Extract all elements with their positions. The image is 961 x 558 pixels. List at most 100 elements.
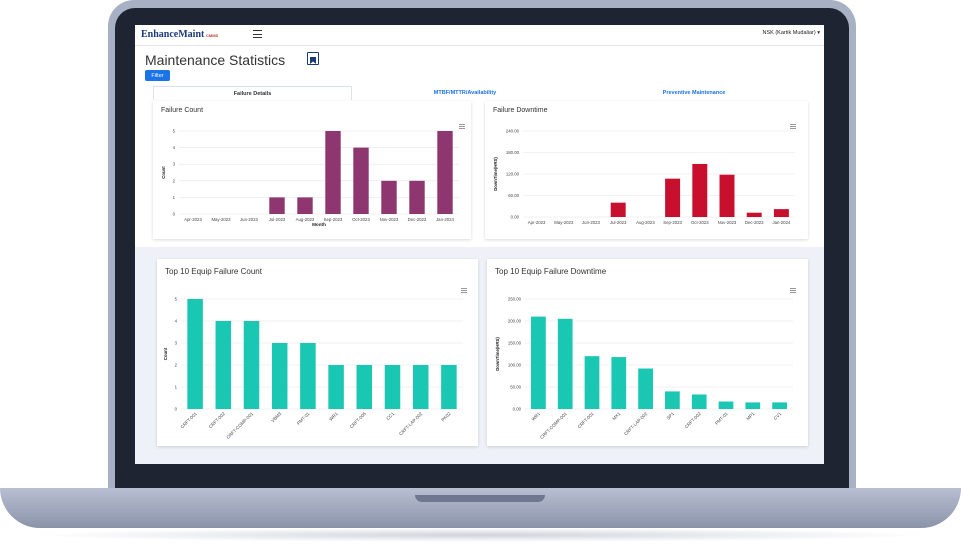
y-tick-label: 200.00 bbox=[508, 319, 522, 324]
x-tick-label: Dec-2023 bbox=[745, 220, 764, 225]
x-tick-label: Sep-2023 bbox=[324, 217, 343, 222]
bar bbox=[441, 365, 457, 409]
chart-menu-icon[interactable] bbox=[459, 124, 465, 129]
y-tick-label: 0 bbox=[175, 407, 178, 412]
bar bbox=[328, 365, 344, 409]
bar bbox=[356, 365, 373, 409]
bar bbox=[718, 401, 734, 409]
tabs-bar: Failure Details MTBF/MTTR/Availability P… bbox=[153, 86, 808, 100]
bookmark-icon[interactable] bbox=[307, 52, 319, 65]
hamburger-icon[interactable] bbox=[253, 30, 262, 38]
failure-downtime-card: Failure Downtime 0.00 60.00 120.00 180.00 24… bbox=[485, 101, 808, 239]
bar bbox=[325, 131, 341, 214]
x-tick-label: Jun-2023 bbox=[240, 217, 259, 222]
bar bbox=[381, 180, 397, 214]
chart-menu-icon[interactable] bbox=[461, 288, 467, 293]
user-label: NSK (Kartik Mudaliar) bbox=[762, 30, 816, 36]
x-tick-label: Nov-2023 bbox=[380, 217, 399, 222]
x-tick-label: SP1 bbox=[666, 411, 676, 421]
y-tick-label: 0.00 bbox=[513, 407, 522, 412]
x-tick-label: Jan-2024 bbox=[436, 217, 455, 222]
x-tick-label: May-2023 bbox=[554, 220, 574, 225]
bar bbox=[215, 321, 232, 409]
y-tick-label: 2 bbox=[175, 363, 178, 368]
x-tick-label: Nov-2023 bbox=[718, 220, 737, 225]
x-tick-label: CRFT-002 bbox=[684, 411, 703, 430]
app-logo[interactable]: EnhanceMaint bbox=[141, 29, 205, 40]
bar bbox=[412, 365, 429, 409]
bar bbox=[638, 368, 653, 409]
bar bbox=[610, 202, 626, 217]
x-tick-label: Jul-2023 bbox=[269, 217, 286, 222]
top10-count-card: Top 10 Equip Failure Count 0 1 2 3 4 5 Count CR… bbox=[157, 259, 478, 446]
failure-downtime-chart: 0.00 60.00 120.00 180.00 240.00 DownTime(HRS)… bbox=[493, 129, 795, 225]
chart-title: Failure Count bbox=[161, 107, 204, 114]
x-tick-label: CRFT-COMP-001 bbox=[225, 411, 254, 440]
x-tick-label: Apr-2023 bbox=[184, 217, 202, 222]
bar bbox=[384, 365, 401, 409]
y-tick-label: 1 bbox=[173, 195, 176, 200]
x-tick-label: WR1 bbox=[328, 411, 339, 422]
chart-title: Top 10 Equip Failure Count bbox=[165, 267, 262, 276]
bar bbox=[719, 174, 735, 217]
x-tick-label: PMT-01 bbox=[296, 411, 311, 426]
x-tick-label: CRFT-001 bbox=[180, 411, 199, 430]
x-tick-label: Jul-2023 bbox=[610, 220, 627, 225]
bar bbox=[531, 316, 546, 409]
chart-title: Top 10 Equip Failure Downtime bbox=[495, 267, 607, 276]
top10-downtime-card: Top 10 Equip Failure Downtime 0.00 50.00 1… bbox=[487, 259, 808, 446]
y-tick-label: 2 bbox=[173, 178, 176, 183]
tab-mtbf-mttr-availability[interactable]: MTBF/MTTR/Availability bbox=[433, 89, 497, 96]
bar bbox=[271, 343, 288, 409]
bar bbox=[353, 147, 369, 214]
user-menu[interactable]: NSK (Kartik Mudaliar) ▾ bbox=[763, 30, 820, 36]
page-title: Maintenance Statistics bbox=[145, 52, 286, 68]
app-screen: EnhanceMaint CMMS NSK (Kartik Mudaliar) … bbox=[135, 25, 824, 464]
filter-button[interactable]: Filter bbox=[145, 70, 170, 81]
x-tick-label: CC1 bbox=[385, 411, 395, 421]
y-tick-label: 4 bbox=[173, 145, 176, 150]
x-tick-label: Dec-2023 bbox=[408, 217, 427, 222]
x-axis-label: Month bbox=[312, 222, 326, 227]
bar bbox=[611, 357, 627, 409]
y-tick-label: 50.00 bbox=[510, 385, 521, 390]
y-tick-label: 5 bbox=[175, 297, 178, 302]
y-tick-label: 0.00 bbox=[511, 215, 520, 220]
x-tick-label: CRFT-LAP-002 bbox=[398, 411, 424, 437]
x-tick-label: Oct-2023 bbox=[352, 217, 370, 222]
y-axis-label: DownTime(HRS) bbox=[493, 157, 498, 191]
caret-down-icon: ▾ bbox=[817, 30, 820, 36]
bar bbox=[773, 209, 789, 217]
bar bbox=[557, 318, 573, 409]
x-tick-label: CRFT-LAP-002 bbox=[623, 411, 649, 437]
bar bbox=[665, 178, 681, 217]
tab-preventive-maintenance[interactable]: Preventive Maintenance bbox=[662, 89, 726, 96]
chart-menu-icon[interactable] bbox=[790, 288, 796, 293]
x-tick-label: PK02 bbox=[440, 411, 452, 423]
top10-downtime-chart: 0.00 50.00 100.00 150.00 200.00 250.00 DownTim… bbox=[495, 297, 793, 440]
bar bbox=[584, 356, 600, 409]
bar bbox=[187, 299, 203, 409]
failure-count-chart: 0 1 2 3 4 5 Count Apr-2023 May-2023 Jun-2023 Jul-2… bbox=[161, 129, 459, 227]
tab-failure-details[interactable]: Failure Details bbox=[153, 86, 352, 100]
chart-menu-icon[interactable] bbox=[790, 124, 796, 129]
bar bbox=[269, 197, 285, 214]
bar bbox=[297, 197, 313, 214]
x-tick-label: Aug-2023 bbox=[636, 220, 655, 225]
bar bbox=[691, 394, 707, 409]
x-tick-label: CV1 bbox=[773, 411, 783, 421]
x-tick-label: PMT-01 bbox=[714, 411, 729, 426]
top-navbar: EnhanceMaint CMMS NSK (Kartik Mudaliar) … bbox=[135, 25, 824, 46]
y-tick-label: 120.00 bbox=[506, 172, 520, 177]
y-tick-label: 1 bbox=[175, 385, 178, 390]
laptop-shadow bbox=[30, 528, 930, 542]
chart-title: Failure Downtime bbox=[493, 107, 548, 114]
y-tick-label: 3 bbox=[173, 162, 176, 167]
app-logo-sub: CMMS bbox=[206, 33, 219, 38]
x-tick-label: VBM3 bbox=[270, 411, 283, 424]
x-tick-label: Jan-2024 bbox=[772, 220, 791, 225]
y-tick-label: 240.00 bbox=[506, 129, 520, 134]
failure-count-card: Failure Count 0 1 2 3 4 5 Count Apr-2023 May-202… bbox=[153, 101, 471, 239]
y-tick-label: 0 bbox=[173, 212, 176, 217]
bar bbox=[437, 131, 453, 214]
